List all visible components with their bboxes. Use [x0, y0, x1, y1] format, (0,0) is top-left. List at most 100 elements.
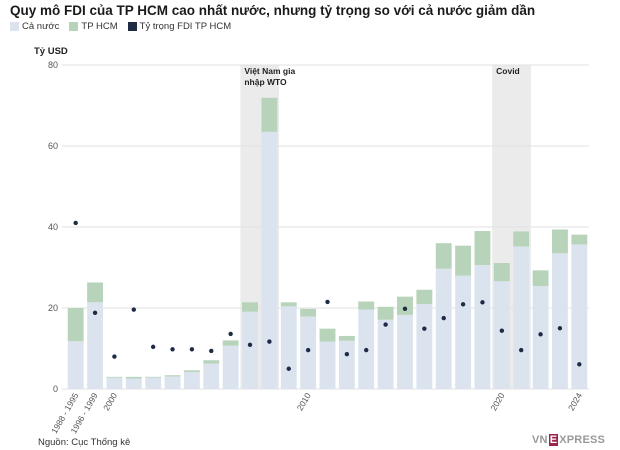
ratio-dot-2022	[538, 332, 543, 337]
ratio-dot-2002	[150, 344, 156, 350]
bar-national-2007	[242, 311, 258, 389]
bar-hcm-2003	[164, 375, 181, 377]
bar-hcm-2009	[280, 302, 297, 307]
bar-hcm-2020	[493, 263, 510, 282]
bar-hcm-2022	[532, 270, 549, 287]
ratio-dot-2020	[499, 328, 505, 333]
bar-national-2018	[455, 275, 472, 389]
bar-national-2005	[203, 363, 220, 389]
ratio-dot-2007	[247, 342, 253, 348]
bar-national-2011	[319, 341, 336, 389]
bar-national-2009	[280, 306, 297, 389]
legend-label-national: Cả nước	[22, 21, 60, 32]
bar-national-2021	[513, 246, 530, 389]
x-tick-label-2024: 2024	[566, 391, 584, 413]
ratio-dot-2000	[112, 354, 117, 359]
legend-swatch-hcm	[69, 22, 79, 31]
ratio-dot-2001	[131, 307, 136, 312]
bar-national-1996 - 1999	[87, 302, 103, 389]
bar-hcm-2021	[513, 231, 530, 247]
bar-hcm-2018	[455, 245, 472, 276]
ratio-dot-2006	[228, 331, 233, 337]
x-tick-label-2010: 2010	[295, 391, 313, 413]
bar-hcm-2010	[300, 308, 317, 317]
x-tick-label-2000: 2000	[101, 391, 119, 413]
chart-title: Quy mô FDI của TP HCM cao nhất nước, như…	[10, 3, 536, 18]
ratio-dot-2008	[267, 339, 272, 344]
bar-hcm-2002	[145, 376, 162, 378]
bar-national-2008	[261, 131, 278, 389]
legend-swatch-ratio	[127, 22, 137, 31]
ratio-dot-1996 - 1999	[92, 310, 98, 316]
legend-item-national: Cả nước	[10, 21, 59, 32]
bar-hcm-2001	[125, 376, 142, 379]
bar-hcm-2005	[203, 360, 220, 364]
ratio-dot-2023	[557, 326, 563, 331]
source-note: Nguồn: Cục Thống kê	[38, 437, 131, 448]
ratio-dot-2018	[460, 302, 466, 307]
ratio-dot-2005	[209, 348, 214, 354]
y-tick-label-60: 60	[48, 141, 58, 151]
legend-label-ratio: Tỷ trọng FDI TP HCM	[139, 21, 232, 32]
ratio-dot-2010	[305, 347, 311, 353]
ratio-dot-2019	[480, 300, 485, 305]
bar-national-2004	[183, 371, 200, 389]
vnexpress-logo: VN E XPRESS	[532, 434, 605, 446]
logo-text-left: VN	[532, 434, 548, 446]
bar-national-2019	[474, 265, 491, 389]
bar-national-2023	[552, 253, 568, 389]
annotation-label-1-0: Covid	[496, 66, 520, 76]
bar-national-2003	[164, 376, 181, 389]
bar-national-2014	[377, 319, 394, 389]
logo-text-right: XPRESS	[559, 434, 606, 446]
ratio-dot-2024	[577, 362, 582, 367]
bar-national-2016	[416, 303, 433, 389]
bar-national-2012	[338, 340, 355, 389]
ratio-dot-2009	[286, 366, 291, 371]
y-tick-label-0: 0	[53, 384, 58, 394]
bar-national-2024	[571, 244, 588, 389]
ratio-dot-2004	[189, 347, 195, 352]
bar-hcm-2006	[222, 340, 239, 346]
bar-hcm-2008	[261, 97, 278, 132]
ratio-dot-2015	[402, 306, 408, 312]
ratio-dot-2017	[441, 315, 446, 321]
bar-hcm-2019	[474, 231, 491, 266]
annotation-label-0-1: nhập WTO	[244, 77, 287, 87]
bar-hcm-2023	[552, 229, 568, 254]
bar-national-1988 - 1995	[67, 341, 84, 389]
bar-hcm-2024	[571, 234, 588, 245]
ratio-dot-2021	[519, 347, 524, 353]
logo-text-mid: E	[548, 434, 559, 446]
bar-national-2001	[125, 378, 142, 389]
bar-national-2015	[397, 314, 413, 389]
bar-hcm-2017	[435, 243, 452, 269]
y-tick-label-20: 20	[48, 303, 58, 313]
bar-national-2017	[435, 268, 452, 389]
bar-national-2020	[493, 281, 510, 389]
legend-item-hcm: TP HCM	[69, 21, 118, 32]
bar-hcm-2004	[183, 370, 200, 372]
bar-national-2000	[106, 377, 123, 389]
legend-label-hcm: TP HCM	[81, 21, 118, 32]
bar-national-2022	[532, 286, 549, 389]
bar-national-2002	[145, 377, 162, 389]
bar-hcm-2013	[358, 301, 375, 310]
bar-hcm-2000	[106, 376, 123, 378]
annotation-label-0-0: Việt Nam gia	[244, 66, 295, 76]
ratio-dot-1988 - 1995	[73, 220, 78, 226]
legend: Cả nước TP HCM Tỷ trọng FDI TP HCM	[10, 21, 231, 32]
ratio-dot-2003	[170, 347, 175, 352]
legend-item-ratio: Tỷ trọng FDI TP HCM	[127, 21, 232, 32]
bar-hcm-1988 - 1995	[67, 308, 84, 342]
bar-hcm-1996 - 1999	[87, 282, 103, 303]
y-tick-label-40: 40	[48, 222, 58, 232]
bar-hcm-2016	[416, 289, 433, 304]
ratio-dot-2014	[383, 322, 388, 327]
x-tick-label-2020: 2020	[488, 391, 506, 413]
bar-hcm-2007	[242, 302, 258, 312]
ratio-dot-2013	[364, 347, 369, 353]
bar-national-2006	[222, 345, 239, 389]
legend-swatch-national	[10, 22, 19, 31]
